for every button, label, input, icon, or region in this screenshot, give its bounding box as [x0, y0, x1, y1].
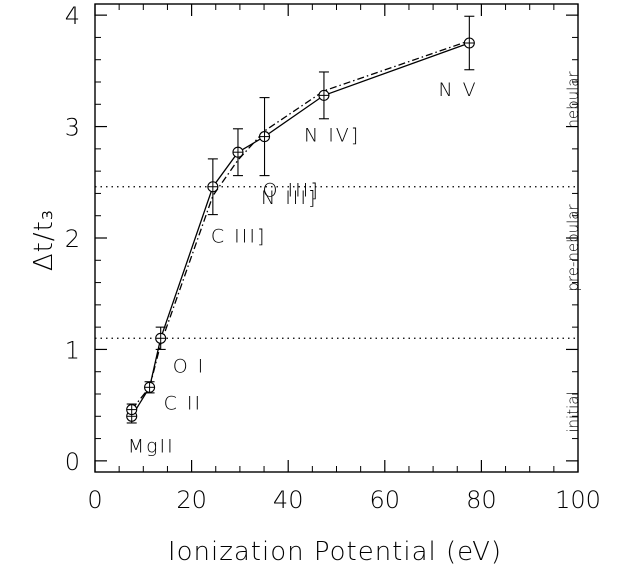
y-tick-label: 1	[65, 336, 80, 364]
axis-ticks: 0 20 40 60 80 100 0 1 2 3 4	[65, 2, 601, 514]
x-tick-label: 20	[176, 486, 207, 514]
point-labels: MgII C II O I C III] N III]O III] N IV] N V	[128, 79, 477, 457]
x-tick-label: 100	[555, 486, 601, 514]
y-tick-label: 0	[65, 448, 80, 476]
point-label: N V	[438, 79, 477, 101]
data-points	[126, 37, 475, 422]
point-label: O III]	[263, 180, 320, 202]
x-tick-label: 60	[370, 486, 401, 514]
point-label: O I	[173, 355, 206, 377]
y-tick-label: 3	[65, 114, 80, 142]
point-label: C II	[164, 392, 203, 414]
x-tick-label: 40	[273, 486, 304, 514]
y-tick-label: 4	[65, 2, 80, 30]
x-tick-label: 80	[466, 486, 497, 514]
x-axis-title: Ionization Potential (eV)	[168, 537, 502, 567]
threshold-lines	[95, 186, 578, 339]
point-label: N III]	[261, 187, 317, 209]
y-axis-title: Δt/t₃	[29, 209, 59, 271]
data-series	[131, 40, 470, 417]
region-label-initial: initial	[564, 391, 582, 432]
point-label: N IV]	[304, 124, 360, 146]
point-label: MgII	[128, 435, 175, 457]
y-tick-label: 2	[65, 225, 80, 253]
region-label-pre-nebular: pre-nebular	[564, 204, 582, 292]
series-line-solid	[131, 42, 470, 417]
point-label: C III]	[211, 226, 267, 248]
region-label-nebular: nebular	[564, 71, 582, 129]
x-tick-label: 0	[87, 486, 102, 514]
series-line-dash-dot	[131, 40, 470, 411]
